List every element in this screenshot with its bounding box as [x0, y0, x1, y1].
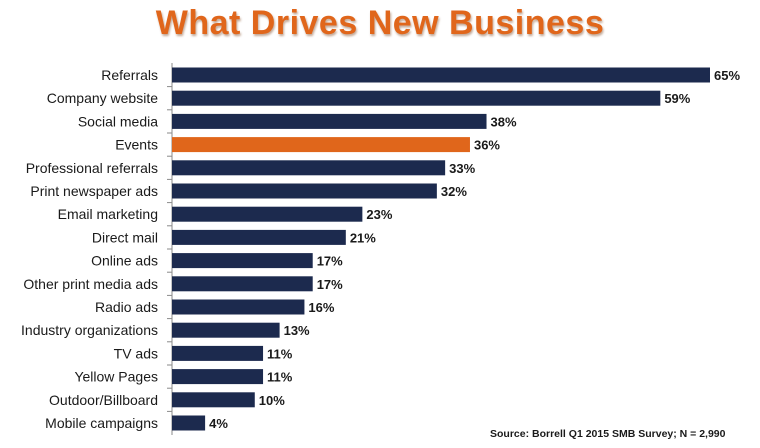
bar	[172, 253, 313, 269]
category-label: Referrals	[101, 67, 158, 83]
category-label: Print newspaper ads	[30, 183, 158, 199]
bar	[172, 229, 346, 245]
category-label: Online ads	[91, 253, 158, 269]
bar	[172, 160, 446, 176]
data-label: 11%	[267, 346, 293, 361]
data-label: 11%	[267, 370, 293, 385]
category-label: Professional referrals	[26, 160, 158, 176]
data-label: 13%	[284, 323, 310, 338]
category-label: Other print media ads	[23, 276, 158, 292]
data-label: 21%	[350, 230, 376, 245]
data-label: 32%	[441, 184, 467, 199]
category-label: TV ads	[114, 345, 158, 361]
bar	[172, 137, 470, 153]
bar	[172, 322, 280, 338]
data-label: 16%	[308, 300, 334, 315]
category-label: Email marketing	[58, 206, 158, 222]
bar	[172, 183, 437, 199]
data-label: 10%	[259, 393, 285, 408]
data-label: 59%	[664, 91, 690, 106]
category-label: Radio ads	[95, 299, 158, 315]
data-label: 36%	[474, 138, 500, 153]
data-label: 23%	[366, 207, 392, 222]
category-label: Mobile campaigns	[45, 415, 158, 431]
category-label: Direct mail	[92, 229, 158, 245]
bar	[172, 113, 487, 129]
data-label: 33%	[449, 161, 475, 176]
category-label: Social media	[78, 113, 158, 129]
chart-title: What Drives New Business	[155, 4, 605, 42]
data-label: 65%	[714, 68, 740, 83]
bar	[172, 369, 264, 385]
bar	[172, 392, 255, 408]
bar	[172, 299, 305, 315]
data-label: 17%	[317, 254, 343, 269]
data-label: 38%	[491, 114, 517, 129]
source-note: Source: Borrell Q1 2015 SMB Survey; N = …	[490, 428, 726, 440]
data-label: 4%	[209, 416, 228, 431]
category-label: Yellow Pages	[74, 369, 158, 385]
bar	[172, 206, 363, 222]
category-label: Industry organizations	[21, 322, 158, 338]
bar	[172, 415, 206, 431]
bar	[172, 345, 264, 361]
category-label: Events	[115, 137, 158, 153]
data-label: 17%	[317, 277, 343, 292]
bar	[172, 276, 313, 292]
bar	[172, 90, 661, 106]
category-label: Company website	[47, 90, 158, 106]
category-label: Outdoor/Billboard	[49, 392, 158, 408]
bar	[172, 67, 710, 83]
